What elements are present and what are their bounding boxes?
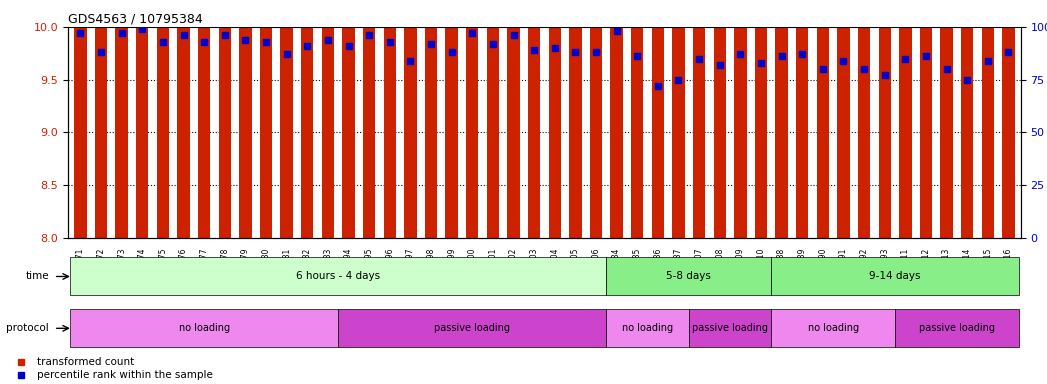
Bar <box>776 0 787 238</box>
Bar <box>651 0 664 238</box>
Bar <box>177 0 190 238</box>
Bar <box>445 0 458 238</box>
Bar <box>693 0 706 238</box>
FancyBboxPatch shape <box>772 257 1019 296</box>
Bar <box>672 0 685 238</box>
FancyBboxPatch shape <box>895 310 1019 347</box>
Text: no loading: no loading <box>807 323 859 333</box>
Bar <box>714 0 726 238</box>
Bar <box>796 0 808 238</box>
Bar <box>549 0 561 238</box>
Bar <box>157 0 170 238</box>
Bar <box>74 0 87 238</box>
Bar <box>878 0 891 238</box>
FancyBboxPatch shape <box>772 310 895 347</box>
Text: 9-14 days: 9-14 days <box>869 271 920 281</box>
Bar <box>404 0 417 238</box>
Bar <box>528 0 540 238</box>
Bar <box>302 0 313 238</box>
Bar <box>136 0 149 238</box>
Text: time: time <box>25 271 49 281</box>
Bar <box>838 0 850 238</box>
Bar <box>425 0 438 238</box>
Bar <box>940 0 953 238</box>
Bar <box>982 0 994 238</box>
Bar <box>899 0 912 238</box>
Text: protocol: protocol <box>6 323 49 333</box>
FancyBboxPatch shape <box>606 310 689 347</box>
Text: passive loading: passive loading <box>919 323 995 333</box>
Bar <box>115 0 128 238</box>
Bar <box>734 0 747 238</box>
Bar <box>198 0 210 238</box>
Bar <box>487 0 499 238</box>
Text: no loading: no loading <box>179 323 229 333</box>
Bar <box>95 0 107 238</box>
FancyBboxPatch shape <box>70 257 606 296</box>
Bar <box>570 0 581 238</box>
Bar <box>817 0 829 238</box>
Bar <box>363 0 375 238</box>
Bar <box>631 0 644 238</box>
Text: no loading: no loading <box>622 323 673 333</box>
Bar <box>466 0 478 238</box>
Bar <box>610 0 623 238</box>
Bar <box>260 0 272 238</box>
Text: GDS4563 / 10795384: GDS4563 / 10795384 <box>68 13 203 26</box>
Bar <box>508 0 519 238</box>
Text: passive loading: passive loading <box>692 323 768 333</box>
Bar <box>755 0 767 238</box>
Text: percentile rank within the sample: percentile rank within the sample <box>37 370 213 381</box>
Bar <box>589 0 602 238</box>
Bar <box>1002 0 1015 238</box>
Text: transformed count: transformed count <box>37 356 134 367</box>
Bar <box>383 0 396 238</box>
Bar <box>342 0 355 238</box>
FancyBboxPatch shape <box>689 310 772 347</box>
FancyBboxPatch shape <box>606 257 772 296</box>
FancyBboxPatch shape <box>70 310 338 347</box>
Bar <box>857 0 870 238</box>
Bar <box>281 0 293 238</box>
Bar <box>239 0 251 238</box>
Bar <box>961 0 974 238</box>
Text: 6 hours - 4 days: 6 hours - 4 days <box>296 271 380 281</box>
Text: 5-8 days: 5-8 days <box>666 271 711 281</box>
FancyBboxPatch shape <box>338 310 606 347</box>
Text: passive loading: passive loading <box>435 323 510 333</box>
Bar <box>321 0 334 238</box>
Bar <box>219 0 231 238</box>
Bar <box>919 0 932 238</box>
